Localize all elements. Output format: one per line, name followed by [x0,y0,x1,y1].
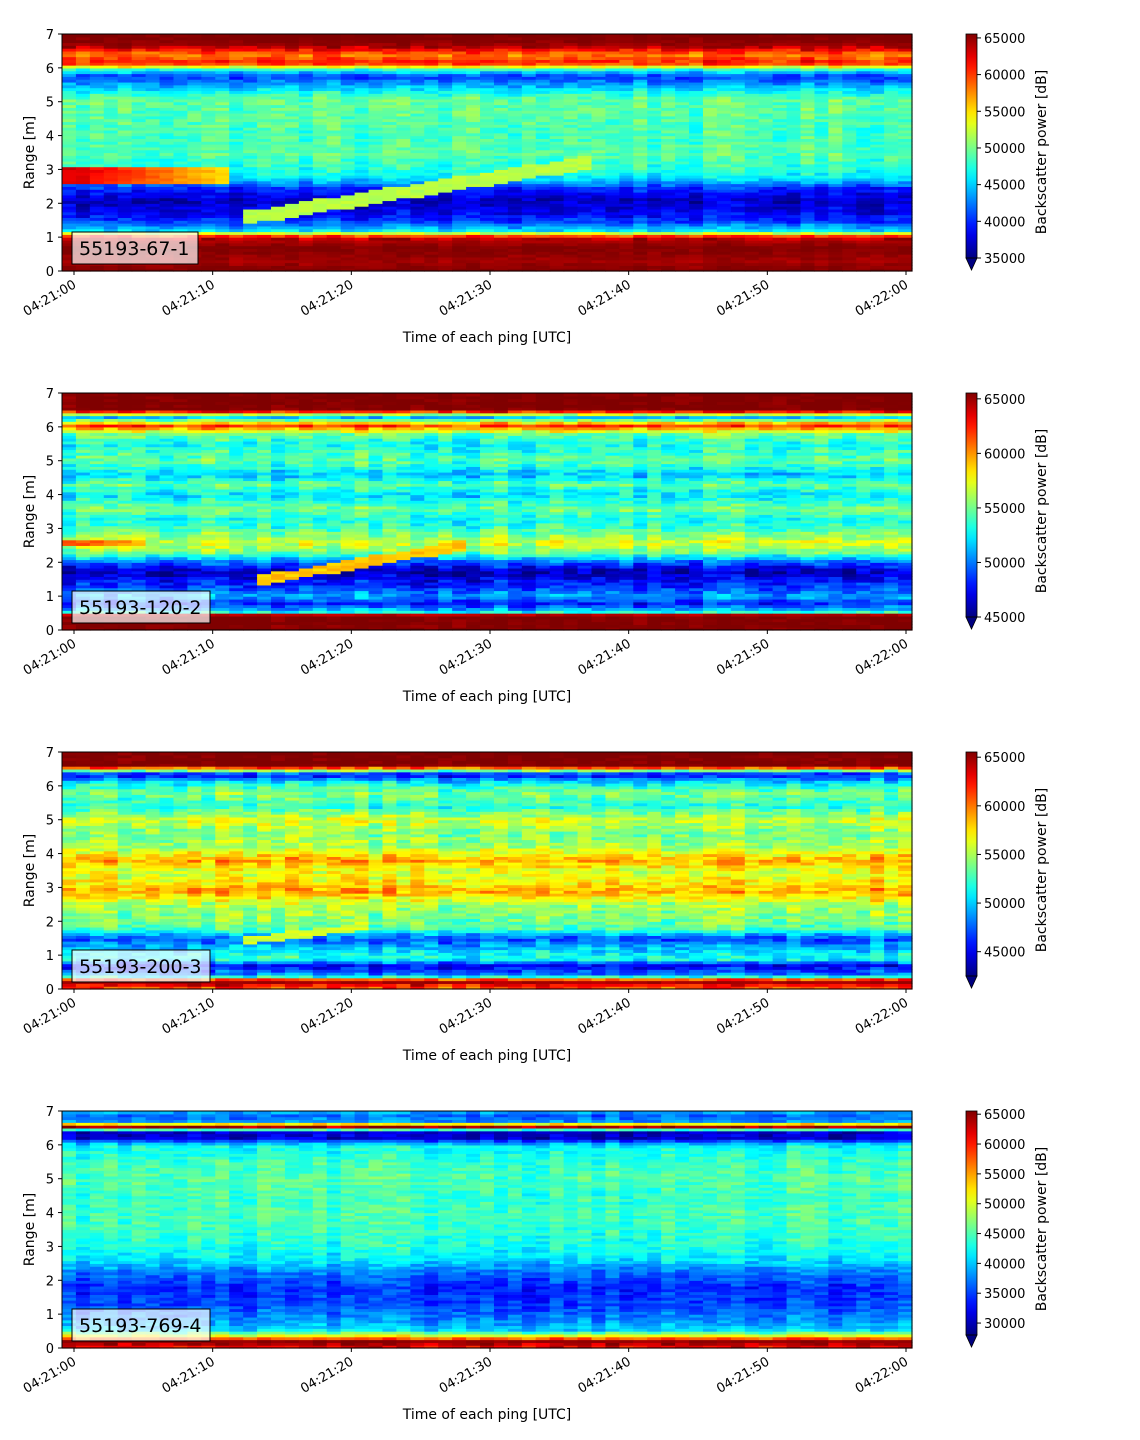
heatmap-cell [327,34,342,37]
heatmap-cell [592,34,607,37]
heatmap-cell [355,34,370,37]
heatmap-cell [257,34,272,37]
heatmap-cell [132,34,147,37]
heatmap-cell [550,34,565,37]
heatmap-cell [842,34,857,37]
heatmap-cell [369,34,384,37]
heatmap-cell [605,34,620,37]
heatmap-cell [382,34,397,37]
heatmap-cell [745,34,760,37]
heatmap-cell [438,34,453,37]
heatmap-cell [814,34,829,37]
heatmap-cell [466,34,481,37]
heatmap-cell [76,34,91,37]
heatmap-cell [508,34,523,37]
heatmap-cell [396,34,411,37]
heatmap-cell [341,34,356,37]
heatmap-cell [536,34,551,37]
heatmap-cell [675,34,690,37]
heatmap-cell [285,34,300,37]
heatmap-cell [243,34,258,37]
heatmap-cell [773,34,788,37]
heatmap-cell [104,34,119,37]
heatmap-cell [299,34,314,37]
heatmap-cell [62,34,77,37]
heatmap-cell [703,34,718,37]
heatmap-cell [118,34,133,37]
heatmap-cell [731,34,746,37]
heatmap-cell [229,34,244,37]
heatmap-cell [787,34,802,37]
heatmap-cell [522,34,537,37]
heatmap-cell [424,34,439,37]
heatmap-cell [271,34,286,37]
heatmap-cell [215,34,230,37]
heatmap-cell [661,34,676,37]
heatmap-cell [146,34,161,37]
heatmap-cell [201,34,216,37]
heatmap-cell [160,34,175,37]
heatmap-cell [619,34,634,37]
heatmap-cell [647,34,662,37]
heatmap-cell [452,34,467,37]
heatmap-cell [90,34,105,37]
panel-1: 04:21:00 04:21:10 04:21:20 04:21:30 04:21:40… [21,28,1050,346]
heatmap-cell [494,34,509,37]
heatmap-cell [564,34,579,37]
heatmap-cell [870,34,885,37]
heatmap-cell [313,34,328,37]
heatmap-cell [187,34,202,37]
heatmap-cell [480,34,495,37]
heatmap-cell [759,34,774,37]
heatmap-cell [173,34,188,37]
heatmap-cell [856,34,871,37]
heatmap-cell [801,34,816,37]
heatmap-cell [410,34,425,37]
heatmap-cell [633,34,648,37]
heatmap-cell [717,34,732,37]
heatmap-cell [828,34,843,37]
heatmap-cell [578,34,593,37]
heatmap-cell [689,34,704,37]
